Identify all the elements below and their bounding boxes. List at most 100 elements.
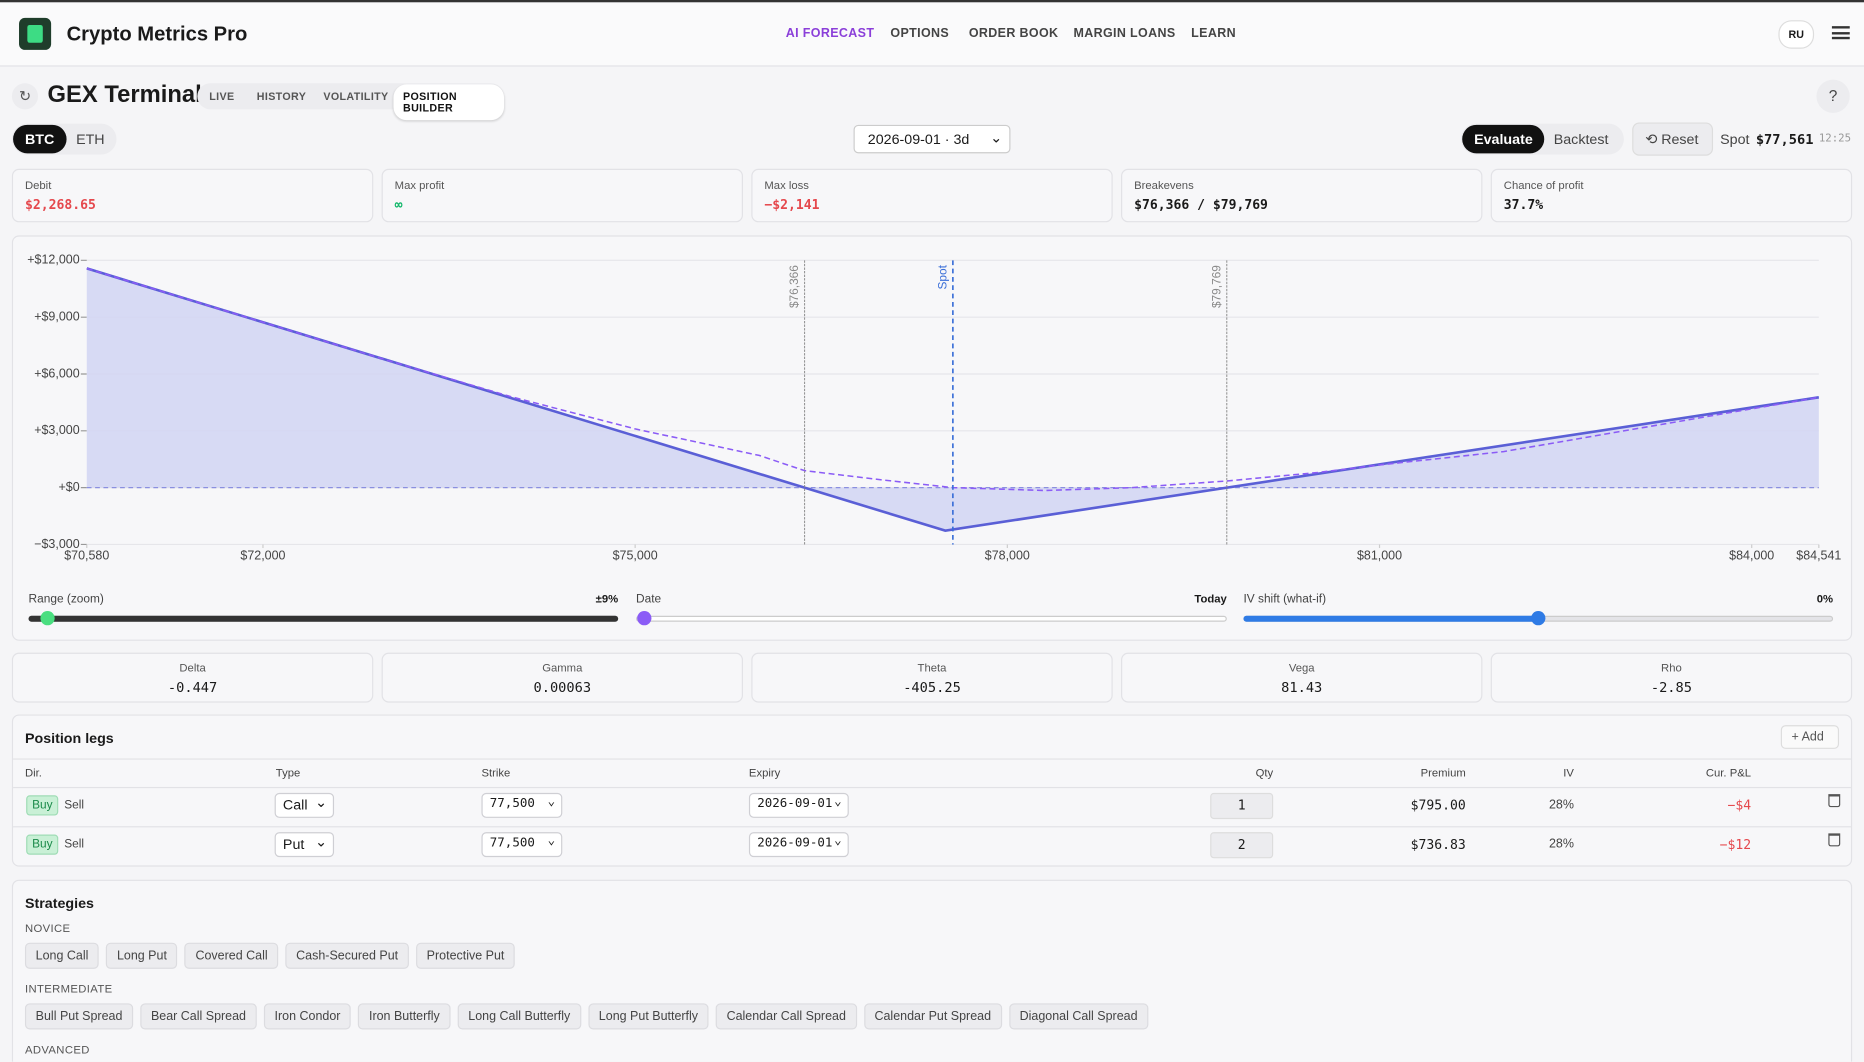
strategy-chip[interactable]: Covered Call	[184, 942, 279, 969]
chip-row: Long Call Long Put Covered Call Cash-Secure…	[24, 942, 522, 969]
nav-link[interactable]: AI FORECAST	[785, 26, 875, 41]
greek-label: Vega	[1288, 662, 1315, 676]
pnl: −$12	[1719, 836, 1752, 853]
x-tick-label: $75,000	[613, 549, 658, 563]
select[interactable]: Put ⌄	[274, 832, 335, 858]
select[interactable]: 2026-09-01 ⌄	[748, 792, 849, 818]
strategies-card: Strategies NOVICE Long Call Long Put Covere…	[11, 879, 1853, 1062]
select-value: 77,500	[489, 835, 535, 850]
stat-label: Debit	[24, 179, 52, 193]
add-leg-button[interactable]: + Add	[1780, 725, 1840, 749]
slider-thumb[interactable]	[1531, 611, 1546, 626]
greek-card: Vega 81.43	[1121, 652, 1483, 703]
menu-button[interactable]	[1831, 26, 1850, 40]
sell-button[interactable]: Sell	[64, 798, 85, 812]
strategy-chip[interactable]: Iron Butterfly	[358, 1003, 451, 1030]
select[interactable]: 77,500 ⌄	[481, 792, 563, 818]
select[interactable]: Call ⌄	[274, 792, 335, 818]
buy-button[interactable]: Buy	[26, 834, 59, 855]
nav-link[interactable]: OPTIONS	[890, 26, 950, 41]
chevron: ⌄	[834, 833, 842, 848]
sell-button[interactable]: Sell	[64, 838, 85, 852]
brand[interactable]: Crypto Metrics Pro	[66, 22, 248, 46]
column-header: Type	[275, 766, 301, 780]
column-header: Dir.	[24, 766, 42, 780]
strategy-chip[interactable]: Bull Put Spread	[24, 1003, 134, 1030]
qty-input[interactable]: 2	[1210, 832, 1274, 859]
select[interactable]: 2026-09-01 ⌄	[748, 832, 849, 858]
stat-label: Max loss	[764, 179, 809, 193]
nav-link[interactable]: LEARN	[1191, 26, 1236, 41]
nav-link[interactable]: ORDER BOOK	[968, 26, 1059, 41]
strategy-chip[interactable]: Protective Put	[415, 942, 516, 969]
mode-option[interactable]: Backtest	[1553, 130, 1609, 148]
delete-button[interactable]	[1828, 833, 1841, 847]
y-tick-label: +$12,000	[27, 253, 79, 267]
strategy-chip[interactable]: Diagonal Call Spread	[1008, 1003, 1149, 1030]
payoff-chart: −$3,000 +$0 +$3,000 +$6,000 +$9,000 +$12,000 $…	[27, 253, 1841, 563]
strategy-chip[interactable]: Calendar Call Spread	[715, 1003, 857, 1030]
y-tick-label: +$6,000	[34, 366, 79, 380]
qty-input[interactable]: 1	[1210, 792, 1274, 820]
legs-card: Position legs + Add Dir. Type Strike Expiry…	[11, 714, 1853, 867]
strategy-chip[interactable]: Long Put Butterfly	[588, 1003, 709, 1030]
strategy-chip[interactable]: Calendar Put Spread	[863, 1003, 1002, 1030]
reset-button[interactable]: ⟲ Reset	[1632, 122, 1714, 156]
tabs: LIVE HISTORY VOLATILITY POSITION BUILDER	[197, 83, 505, 121]
tab[interactable]: LIVE	[209, 90, 235, 103]
greek-label: Rho	[1661, 662, 1682, 676]
column-header: Premium	[1420, 766, 1466, 780]
stat-value: −$2,141	[764, 197, 820, 213]
strategy-chip[interactable]: Long Call Butterfly	[457, 1003, 581, 1030]
strategy-chip[interactable]: Cash-Secured Put	[285, 942, 409, 969]
asset-option[interactable]: BTC	[13, 124, 67, 154]
column-header: Expiry	[748, 766, 781, 780]
strategy-chip[interactable]: Iron Condor	[263, 1003, 352, 1030]
stat-label: Chance of profit	[1503, 179, 1584, 193]
greek-value: 0.00063	[533, 678, 592, 696]
refresh-button[interactable]: ↻	[11, 83, 39, 110]
nav-link[interactable]: MARGIN LOANS	[1073, 26, 1176, 41]
select[interactable]: 77,500 ⌄	[481, 832, 563, 858]
stat-value: $2,268.65	[24, 197, 96, 213]
slider-thumb[interactable]	[40, 611, 55, 626]
help-button[interactable]: ?	[1816, 79, 1850, 113]
stat-value: 37.7%	[1503, 197, 1544, 213]
chevron: ⌄	[547, 794, 556, 809]
tab[interactable]: VOLATILITY	[323, 90, 389, 103]
delete-button[interactable]	[1828, 794, 1841, 808]
buy-button[interactable]: Buy	[26, 795, 59, 816]
divider	[13, 826, 1851, 828]
slider-label: Date	[635, 593, 662, 607]
slider-value: ±9%	[595, 593, 619, 607]
payoff-area	[86, 268, 1819, 531]
mode-option[interactable]: Evaluate	[1462, 124, 1545, 154]
x-tick-label: $81,000	[1357, 549, 1402, 563]
tab[interactable]: HISTORY	[256, 90, 307, 103]
stat-value: $76,366 / $79,769	[1134, 197, 1268, 213]
group-label: NOVICE	[24, 922, 71, 936]
stat-card: Max loss −$2,141	[751, 168, 1113, 223]
select-value: 77,500	[489, 796, 535, 811]
divider	[13, 758, 1851, 760]
tab[interactable]: POSITION BUILDER	[393, 84, 505, 121]
spot-time: 12:25	[1818, 133, 1852, 146]
stat-card: Debit $2,268.65	[11, 168, 374, 223]
top-border	[0, 0, 1864, 3]
mode-toggle: Evaluate Backtest	[1461, 123, 1624, 155]
strategy-chip[interactable]: Bear Call Spread	[140, 1003, 257, 1030]
stat-label: Breakevens	[1134, 179, 1194, 193]
slider-thumb[interactable]	[637, 611, 652, 626]
greek-card: Gamma 0.00063	[381, 652, 743, 703]
greek-card: Delta -0.447	[11, 652, 374, 703]
expiry-select[interactable]: 2026-09-01 · 3d ⌄	[853, 124, 1011, 154]
chevron: ⌄	[314, 794, 327, 811]
asset-option[interactable]: ETH	[76, 130, 105, 148]
language-button[interactable]: RU	[1778, 20, 1815, 49]
slider-track[interactable]	[635, 615, 1227, 622]
strategy-chip[interactable]: Long Put	[106, 942, 178, 969]
strategy-chip[interactable]: Long Call	[24, 942, 100, 969]
greek-label: Delta	[179, 662, 206, 676]
reference-label: $76,366	[787, 265, 801, 308]
